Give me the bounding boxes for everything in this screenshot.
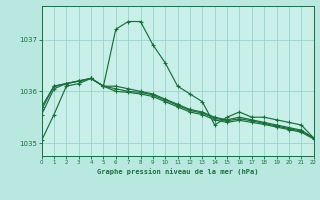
X-axis label: Graphe pression niveau de la mer (hPa): Graphe pression niveau de la mer (hPa) bbox=[97, 168, 258, 175]
